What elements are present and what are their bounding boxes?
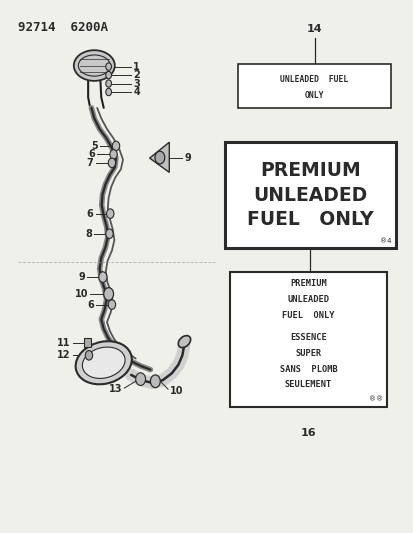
- Text: 15: 15: [302, 279, 318, 289]
- Text: ESSENCE: ESSENCE: [290, 333, 326, 342]
- Text: 11: 11: [57, 337, 70, 348]
- Text: 2: 2: [133, 70, 140, 80]
- Ellipse shape: [82, 347, 125, 378]
- Text: FUEL  ONLY: FUEL ONLY: [282, 311, 334, 320]
- Circle shape: [99, 272, 107, 282]
- Text: 8: 8: [85, 229, 92, 239]
- Text: 13: 13: [108, 384, 122, 394]
- Circle shape: [105, 80, 111, 87]
- Text: PREMIUM: PREMIUM: [290, 279, 326, 288]
- Text: 10: 10: [74, 289, 88, 299]
- Circle shape: [154, 151, 164, 164]
- Circle shape: [105, 71, 111, 79]
- Text: PREMIUM: PREMIUM: [259, 161, 360, 180]
- Circle shape: [105, 88, 111, 96]
- Circle shape: [85, 351, 93, 360]
- Text: 92714  6200A: 92714 6200A: [19, 21, 108, 34]
- Text: 6: 6: [87, 300, 94, 310]
- Text: 6: 6: [88, 149, 95, 159]
- Text: 9: 9: [78, 272, 85, 282]
- Text: 7: 7: [86, 158, 93, 168]
- Circle shape: [105, 229, 113, 238]
- Text: 6: 6: [86, 208, 93, 219]
- Circle shape: [105, 63, 111, 70]
- Ellipse shape: [76, 341, 131, 384]
- Ellipse shape: [74, 50, 114, 81]
- Bar: [84, 338, 91, 347]
- Text: UNLEADED: UNLEADED: [287, 295, 329, 304]
- Text: UNLEADED  FUEL: UNLEADED FUEL: [280, 75, 348, 84]
- Text: 10: 10: [170, 386, 183, 396]
- Text: SEULEMENT: SEULEMENT: [284, 381, 331, 390]
- Text: ®4: ®4: [379, 238, 390, 244]
- Text: SUPER: SUPER: [294, 349, 321, 358]
- Text: 12: 12: [57, 350, 70, 360]
- Circle shape: [112, 141, 119, 151]
- Text: FUEL   ONLY: FUEL ONLY: [247, 210, 373, 229]
- Text: SANS  PLOMB: SANS PLOMB: [279, 365, 337, 374]
- Circle shape: [106, 209, 114, 219]
- Circle shape: [108, 158, 115, 167]
- Polygon shape: [149, 142, 169, 172]
- Text: UNLEADED: UNLEADED: [253, 185, 367, 205]
- Ellipse shape: [178, 336, 190, 348]
- Circle shape: [135, 373, 145, 385]
- FancyBboxPatch shape: [237, 64, 390, 108]
- Text: 16: 16: [300, 428, 316, 438]
- Text: 14: 14: [306, 24, 322, 34]
- FancyBboxPatch shape: [225, 142, 394, 248]
- Circle shape: [108, 300, 115, 309]
- Text: 4: 4: [133, 87, 140, 97]
- Circle shape: [104, 288, 113, 300]
- Text: 1: 1: [133, 62, 140, 71]
- Text: 3: 3: [133, 78, 140, 88]
- Circle shape: [109, 150, 117, 159]
- FancyBboxPatch shape: [229, 272, 387, 407]
- Text: ONLY: ONLY: [304, 91, 323, 100]
- Text: 9: 9: [184, 152, 191, 163]
- Circle shape: [150, 375, 160, 387]
- Text: ®®: ®®: [368, 397, 382, 402]
- Text: 5: 5: [90, 141, 97, 151]
